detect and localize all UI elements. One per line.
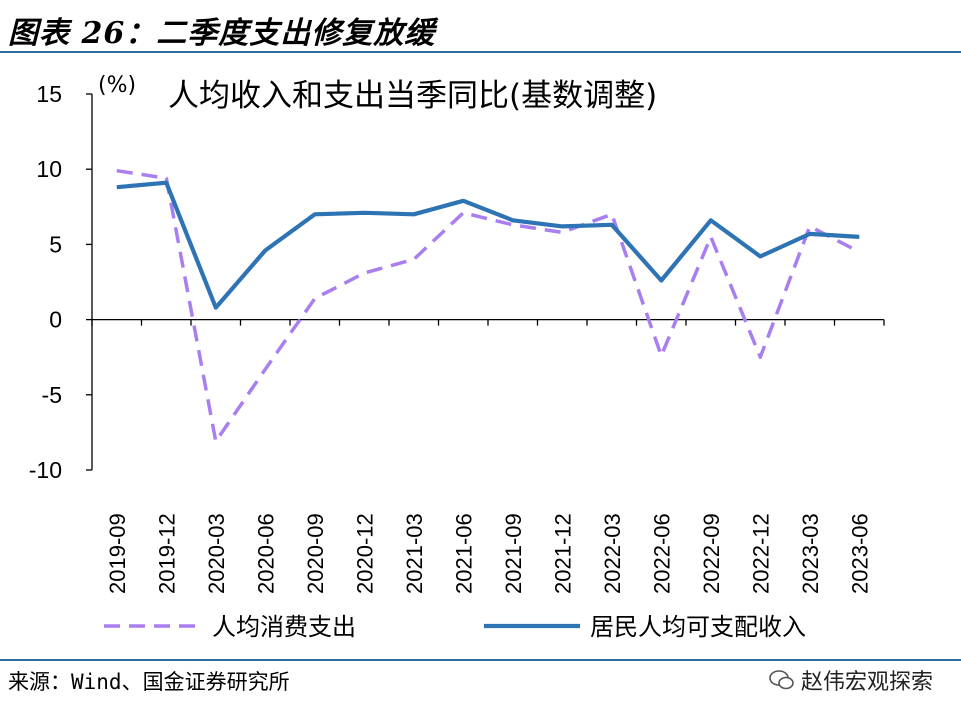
x-tick-label: 2022-12 <box>748 513 773 594</box>
series-line-2 <box>116 180 860 310</box>
footer-rule <box>0 659 961 661</box>
watermark: 赵伟宏观探索 <box>769 664 933 696</box>
y-unit-label: (%) <box>98 73 136 98</box>
legend-label-1: 人均消费支出 <box>212 613 356 641</box>
x-tick-label: 2020-06 <box>253 513 278 594</box>
x-tick-label: 2020-09 <box>303 513 328 594</box>
x-tick-label: 2021-12 <box>550 513 575 594</box>
y-tick-label: 15 <box>36 81 62 107</box>
y-tick-label: 10 <box>36 156 62 182</box>
x-tick-label: 2022-09 <box>699 513 724 594</box>
x-tick-label: 2021-06 <box>451 513 476 594</box>
legend-label-2: 居民人均可支配收入 <box>590 613 806 641</box>
x-tick-label: 2022-03 <box>600 513 625 594</box>
y-tick-label: -5 <box>42 382 62 408</box>
series-line-1 <box>116 168 861 444</box>
line-chart: (%) 人均收入和支出当季同比(基数调整) -10 -5 0 5 10 15 2019-09… <box>29 73 885 641</box>
x-tick-label: 2020-03 <box>204 513 229 594</box>
x-tick-label: 2023-06 <box>847 513 872 594</box>
chart-title: 人均收入和支出当季同比(基数调整) <box>168 78 657 114</box>
y-tick-label: -10 <box>29 457 62 483</box>
x-tick-label: 2022-06 <box>649 513 674 594</box>
legend: 人均消费支出 居民人均可支配收入 <box>104 613 806 641</box>
x-tick-label: 2019-12 <box>154 513 179 594</box>
source-note: 来源：Wind、国金证券研究所 <box>8 670 290 694</box>
chat-bubbles-icon <box>769 670 794 690</box>
title-rule <box>0 51 961 53</box>
figure-title: 图表 26：二季度支出修复放缓 <box>8 16 436 51</box>
series-layer <box>116 168 861 444</box>
x-tick-label: 2023-03 <box>798 513 823 594</box>
axes: -10 -5 0 5 10 15 2019-09 2019-12 2020-03 2020-06 2… <box>29 81 885 594</box>
x-tick-label: 2019-09 <box>105 513 130 594</box>
x-tick-label: 2021-09 <box>501 513 526 594</box>
y-tick-label: 5 <box>49 231 62 257</box>
y-tick-label: 0 <box>49 307 62 333</box>
x-tick-label: 2020-12 <box>352 513 377 594</box>
watermark-text: 赵伟宏观探索 <box>800 670 933 695</box>
x-tick-label: 2021-03 <box>402 513 427 594</box>
